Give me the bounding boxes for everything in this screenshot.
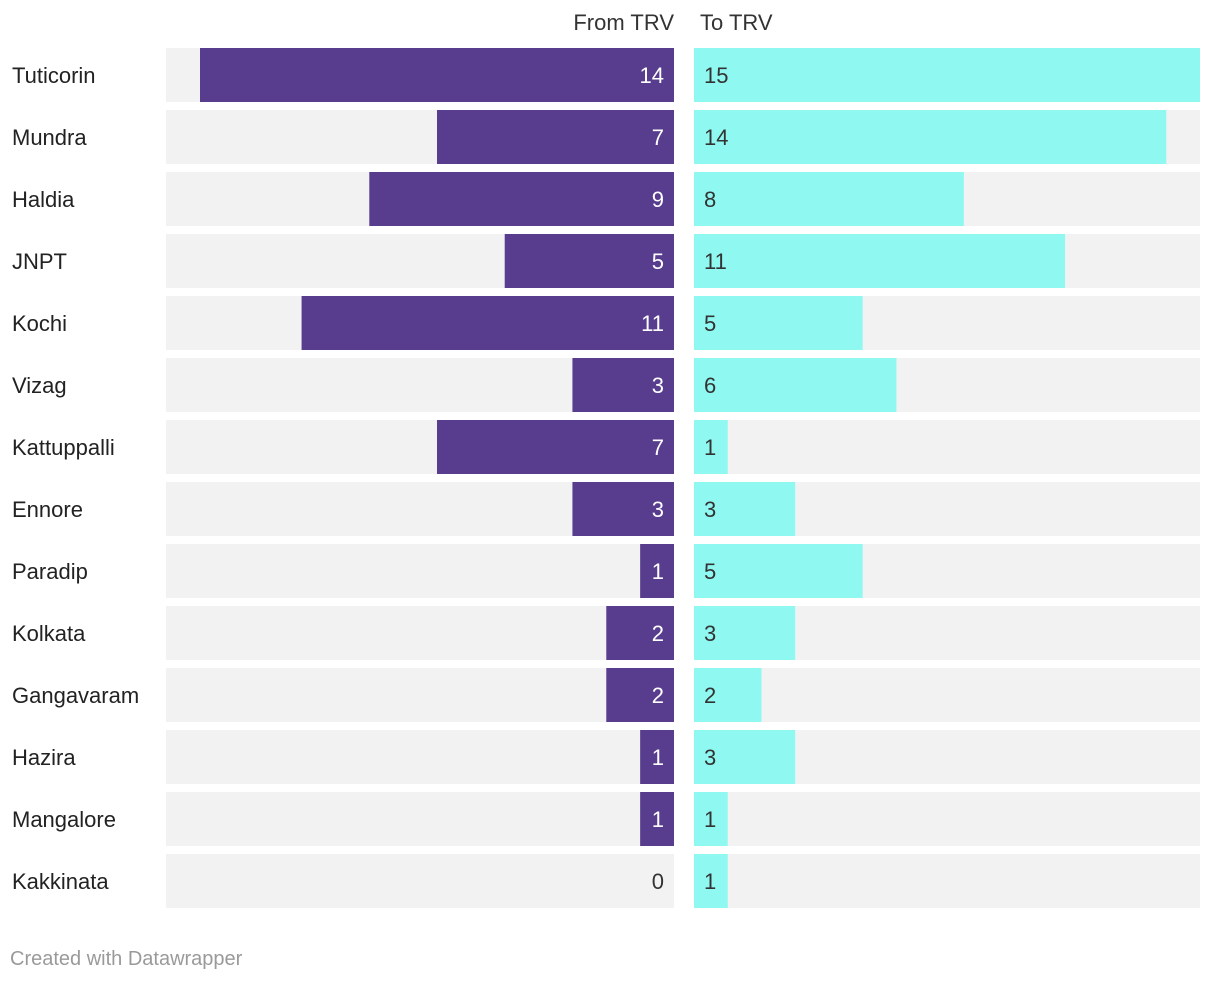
value-label-from-trv-jnpt: 5 [652, 249, 664, 274]
bar-to-trv-jnpt [694, 234, 1066, 288]
value-label-to-trv-kochi: 5 [704, 311, 716, 336]
bar-to-trv-kattuppalli [694, 420, 728, 474]
bar-background-from-kakkinata [166, 854, 674, 908]
bar-from-trv-vizag [572, 358, 674, 412]
value-label-to-trv-ennore: 3 [704, 497, 716, 522]
value-label-from-trv-kolkata: 2 [652, 621, 664, 646]
value-label-to-trv-jnpt: 11 [704, 249, 727, 274]
bar-to-trv-paradip [694, 544, 863, 598]
category-label-ennore: Ennore [12, 497, 83, 522]
category-label-hazira: Hazira [12, 745, 76, 770]
bar-to-trv-hazira [694, 730, 796, 784]
category-label-tuticorin: Tuticorin [12, 63, 96, 88]
bar-to-trv-kakkinata [694, 854, 728, 908]
value-label-from-trv-mangalore: 1 [652, 807, 664, 832]
value-label-to-trv-kakkinata: 1 [704, 869, 716, 894]
category-label-haldia: Haldia [12, 187, 75, 212]
bar-background-to-mangalore [694, 792, 1200, 846]
bar-from-trv-paradip [640, 544, 674, 598]
bar-from-trv-ennore [572, 482, 674, 536]
bar-background-from-kolkata [166, 606, 674, 660]
bar-to-trv-kochi [694, 296, 863, 350]
value-label-from-trv-haldia: 9 [652, 187, 664, 212]
bar-from-trv-jnpt [504, 234, 674, 288]
value-label-to-trv-tuticorin: 15 [704, 63, 728, 88]
bar-from-trv-haldia [369, 172, 674, 226]
value-label-from-trv-hazira: 1 [652, 745, 664, 770]
value-label-from-trv-gangavaram: 2 [652, 683, 664, 708]
bar-from-trv-mundra [437, 110, 674, 164]
category-label-kochi: Kochi [12, 311, 67, 336]
category-label-mangalore: Mangalore [12, 807, 116, 832]
value-label-from-trv-kakkinata: 0 [652, 869, 664, 894]
value-label-from-trv-kochi: 11 [641, 311, 664, 336]
category-label-mundra: Mundra [12, 125, 87, 150]
bar-from-trv-gangavaram [606, 668, 674, 722]
bar-to-trv-vizag [694, 358, 897, 412]
value-label-to-trv-kolkata: 3 [704, 621, 716, 646]
category-label-paradip: Paradip [12, 559, 88, 584]
bar-background-from-hazira [166, 730, 674, 784]
value-label-from-trv-vizag: 3 [652, 373, 664, 398]
value-label-to-trv-gangavaram: 2 [704, 683, 716, 708]
bar-from-trv-kolkata [606, 606, 674, 660]
bar-background-from-mangalore [166, 792, 674, 846]
bar-from-trv-kochi [301, 296, 674, 350]
value-label-from-trv-ennore: 3 [652, 497, 664, 522]
bar-to-trv-mundra [694, 110, 1167, 164]
value-label-to-trv-paradip: 5 [704, 559, 716, 584]
value-label-to-trv-haldia: 8 [704, 187, 716, 212]
value-label-to-trv-mangalore: 1 [704, 807, 716, 832]
bar-background-to-gangavaram [694, 668, 1200, 722]
footer-credit: Created with Datawrapper [10, 948, 243, 970]
value-label-from-trv-kattuppalli: 7 [652, 435, 664, 460]
value-label-from-trv-mundra: 7 [652, 125, 664, 150]
value-label-to-trv-hazira: 3 [704, 745, 716, 770]
bar-background-from-gangavaram [166, 668, 674, 722]
value-label-to-trv-kattuppalli: 1 [704, 435, 716, 460]
category-label-jnpt: JNPT [12, 249, 67, 274]
bar-to-trv-mangalore [694, 792, 728, 846]
bar-background-from-paradip [166, 544, 674, 598]
column-header-from-trv: From TRV [573, 10, 674, 35]
bar-from-trv-hazira [640, 730, 674, 784]
category-label-vizag: Vizag [12, 373, 67, 398]
bar-from-trv-kattuppalli [437, 420, 674, 474]
category-label-kolkata: Kolkata [12, 621, 86, 646]
value-label-to-trv-vizag: 6 [704, 373, 716, 398]
value-label-to-trv-mundra: 14 [704, 125, 728, 150]
bar-background-to-kakkinata [694, 854, 1200, 908]
bar-to-trv-ennore [694, 482, 796, 536]
bar-to-trv-tuticorin [694, 48, 1200, 102]
bar-from-trv-tuticorin [200, 48, 674, 102]
bar-from-trv-mangalore [640, 792, 674, 846]
bar-background-to-kattuppalli [694, 420, 1200, 474]
bar-to-trv-gangavaram [694, 668, 762, 722]
category-label-kakkinata: Kakkinata [12, 869, 109, 894]
column-header-to-trv: To TRV [700, 10, 773, 35]
value-label-from-trv-paradip: 1 [652, 559, 664, 584]
bar-to-trv-kolkata [694, 606, 796, 660]
category-label-gangavaram: Gangavaram [12, 683, 139, 708]
category-label-kattuppalli: Kattuppalli [12, 435, 115, 460]
value-label-from-trv-tuticorin: 14 [640, 63, 664, 88]
bar-to-trv-haldia [694, 172, 964, 226]
